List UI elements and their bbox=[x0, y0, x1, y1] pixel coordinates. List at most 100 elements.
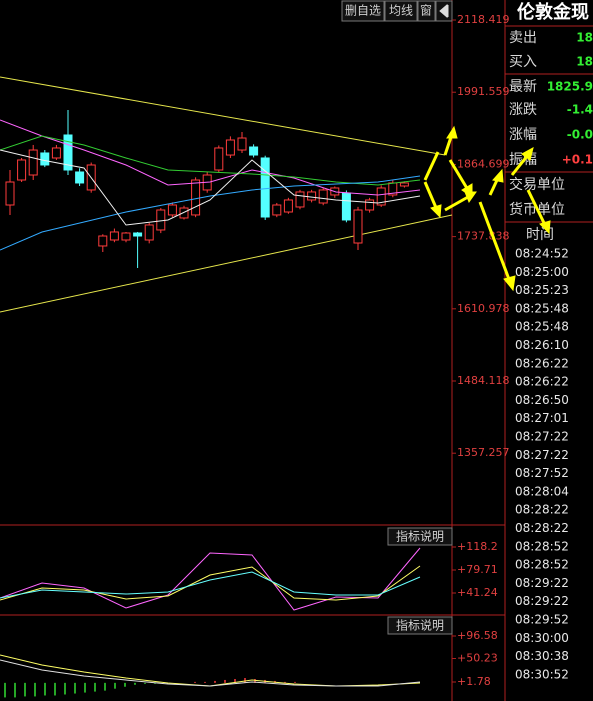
time: 08:26:22 bbox=[515, 375, 569, 389]
y-tick-label: 1357.257 bbox=[457, 446, 510, 459]
time: 08:29:22 bbox=[515, 594, 569, 608]
indicator-line bbox=[0, 119, 421, 196]
time: 08:26:50 bbox=[515, 393, 569, 407]
candle-body bbox=[260, 157, 270, 218]
time: 08:29:52 bbox=[515, 613, 569, 627]
quote-value: +0.1 bbox=[562, 153, 593, 167]
indicator-button[interactable] bbox=[387, 527, 453, 546]
indicator-line bbox=[0, 547, 421, 611]
arrow bbox=[423, 151, 440, 181]
time: 08:30:00 bbox=[515, 631, 569, 645]
candle-body bbox=[133, 232, 143, 237]
trend-line bbox=[0, 76, 446, 156]
quote-label: 交易单位 bbox=[509, 176, 565, 193]
arrow bbox=[444, 195, 469, 212]
arrow-head bbox=[521, 147, 534, 161]
quote-label: 涨幅 bbox=[509, 127, 537, 143]
quote-value: 18 bbox=[576, 31, 593, 45]
time: 08:29:22 bbox=[515, 576, 569, 590]
quote-value: -0.0 bbox=[567, 128, 593, 142]
indicator-line bbox=[0, 175, 421, 251]
candle-body bbox=[28, 149, 38, 176]
y-tick-label: 1610.978 bbox=[457, 302, 510, 315]
quote-title: 伦敦金现 bbox=[517, 1, 589, 23]
candle-body bbox=[17, 159, 27, 181]
y-tick-label: +1.78 bbox=[457, 675, 491, 688]
arrow-head bbox=[503, 275, 516, 292]
time: 08:28:22 bbox=[515, 503, 569, 517]
quote-label: 涨跌 bbox=[509, 102, 537, 118]
y-tick-label: 1991.559 bbox=[457, 85, 510, 98]
y-tick-label: +50.23 bbox=[457, 651, 498, 664]
toolbar-icon[interactable] bbox=[439, 3, 449, 19]
arrow bbox=[478, 201, 512, 283]
candle-body bbox=[214, 147, 224, 171]
indicator-button-label[interactable]: 指标说明 bbox=[396, 618, 444, 633]
toolbar: 删自选 均线 窗 bbox=[341, 0, 453, 22]
time: 08:30:38 bbox=[515, 649, 569, 663]
quote-value: -1.4 bbox=[567, 103, 593, 117]
candle-body bbox=[98, 235, 108, 247]
candle-body bbox=[121, 232, 131, 241]
arrow bbox=[448, 159, 470, 191]
arrow-head bbox=[492, 168, 504, 183]
y-tick-label: 2118.419 bbox=[457, 13, 510, 26]
y-tick-label: 1864.699 bbox=[457, 157, 510, 170]
toolbar-label[interactable]: 均线 bbox=[389, 4, 413, 18]
candle-body bbox=[63, 134, 73, 171]
candle-body bbox=[341, 192, 351, 221]
candle-body bbox=[399, 182, 409, 187]
indicator-button[interactable] bbox=[387, 616, 453, 635]
time: 08:28:22 bbox=[515, 521, 569, 535]
candle-body bbox=[365, 199, 375, 211]
candle-body bbox=[156, 209, 166, 231]
toolbar-button[interactable] bbox=[384, 0, 418, 22]
time: 08:27:52 bbox=[515, 466, 569, 480]
candle-body bbox=[191, 179, 201, 216]
candle-body bbox=[237, 137, 247, 151]
y-tick-label: 1484.118 bbox=[457, 374, 510, 387]
candle-body bbox=[295, 191, 305, 208]
indicator-line bbox=[0, 149, 421, 226]
trend-line bbox=[0, 214, 453, 313]
y-tick-label: +79.71 bbox=[457, 563, 498, 576]
arrow-head bbox=[539, 220, 551, 235]
y-tick-label: 1737.838 bbox=[457, 230, 510, 243]
indicator-line bbox=[0, 565, 421, 601]
quote-value: 18 bbox=[576, 55, 593, 69]
candle-body bbox=[283, 199, 293, 213]
arrow bbox=[526, 189, 547, 226]
arrow-head bbox=[430, 204, 442, 219]
toolbar-label[interactable]: 删自选 bbox=[345, 4, 381, 18]
toolbar-label[interactable]: 窗 bbox=[420, 4, 432, 18]
y-tick-label: +96.58 bbox=[457, 629, 498, 642]
time: 08:27:22 bbox=[515, 430, 569, 444]
candle-body bbox=[318, 189, 328, 204]
candle-body bbox=[272, 204, 282, 216]
indicator-button-label[interactable]: 指标说明 bbox=[396, 529, 444, 544]
time: 08:26:10 bbox=[515, 338, 569, 352]
quote-value: 1825.9 bbox=[547, 80, 593, 94]
candle-body bbox=[75, 171, 85, 184]
toolbar-button[interactable] bbox=[417, 0, 436, 22]
time: 08:24:52 bbox=[515, 247, 569, 261]
annotations bbox=[423, 125, 551, 292]
time: 08:25:23 bbox=[515, 283, 569, 297]
candle-body bbox=[376, 187, 386, 206]
y-tick-label: +41.24 bbox=[457, 586, 498, 599]
time: 08:28:04 bbox=[515, 484, 569, 498]
candle-body bbox=[109, 231, 119, 241]
candle-body bbox=[307, 191, 317, 201]
time: 08:25:48 bbox=[515, 320, 569, 334]
candle-body bbox=[51, 147, 61, 159]
toolbar-button[interactable] bbox=[341, 0, 385, 22]
y-tick-label: +118.2 bbox=[457, 540, 498, 553]
quote-label: 最新 bbox=[509, 79, 537, 95]
time: 08:27:01 bbox=[515, 411, 569, 425]
candle-body bbox=[144, 224, 154, 241]
candle-body bbox=[179, 207, 189, 219]
time: 08:25:48 bbox=[515, 301, 569, 315]
candle-body bbox=[249, 146, 259, 156]
time: 08:26:22 bbox=[515, 356, 569, 370]
